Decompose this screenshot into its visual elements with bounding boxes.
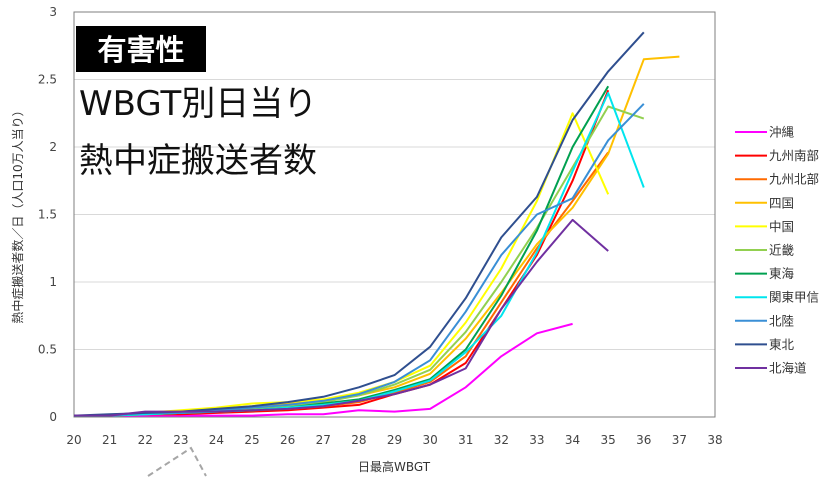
legend-label: 関東甲信	[769, 290, 819, 305]
y-tick-label: 1.5	[38, 208, 57, 222]
y-tick-label: 2.5	[38, 73, 57, 87]
legend-item: 東海	[735, 266, 795, 281]
series-line	[74, 151, 610, 417]
legend-label: 東北	[769, 337, 795, 352]
legend-label: 九州北部	[769, 172, 819, 187]
y-tick-labels: 0 0.5 1 1.5 2 2.5 3	[38, 5, 57, 424]
x-tick-label: 26	[280, 433, 295, 447]
x-axis-label: 日最高WBGT	[358, 459, 431, 474]
plot-frame	[73, 11, 716, 418]
x-tick-label: 32	[494, 433, 509, 447]
y-tick-label: 0.5	[38, 343, 57, 357]
badge-background	[76, 26, 206, 72]
legend-label: 中国	[769, 219, 794, 234]
series-line	[74, 89, 610, 417]
x-tick-label: 30	[422, 433, 437, 447]
legend-label: 九州南部	[769, 148, 819, 163]
series-lines	[73, 31, 680, 417]
x-tick-label: 29	[387, 433, 402, 447]
legend-item: 関東甲信	[735, 290, 819, 305]
gridlines	[74, 11, 715, 418]
x-tick-label: 33	[529, 433, 544, 447]
legend-label: 四国	[769, 195, 794, 210]
series-line	[74, 322, 573, 417]
legend-label: 北海道	[769, 361, 807, 376]
legend-label: 沖縄	[769, 125, 795, 140]
x-tick-label: 31	[458, 433, 473, 447]
legend-label: 東海	[769, 266, 795, 281]
y-tick-label: 1	[49, 275, 57, 289]
x-tick-label: 23	[173, 433, 188, 447]
series-line	[74, 218, 609, 417]
y-tick-label: 2	[49, 140, 57, 154]
x-tick-label: 21	[102, 433, 117, 447]
legend-item: 東北	[735, 337, 795, 352]
x-tick-label: 22	[138, 433, 153, 447]
x-tick-label: 34	[565, 433, 580, 447]
x-tick-label: 24	[209, 433, 224, 447]
chart-title-line-1: WBGT別日当り	[79, 84, 317, 124]
legend-label: 近畿	[769, 243, 795, 258]
legend-item: 四国	[735, 195, 794, 210]
y-axis-label: 熱中症搬送者数／日（人口10万人当り）	[10, 104, 25, 323]
legend-label: 北陸	[769, 313, 794, 328]
x-tick-label: 37	[672, 433, 687, 447]
x-tick-labels: 20 21 22 23 24 25 26 27 28 29 30 31 32 33 34 35 36 37 38	[66, 433, 722, 447]
y-tick-label: 0	[49, 410, 57, 424]
x-tick-label: 20	[66, 433, 81, 447]
y-tick-label: 3	[49, 5, 57, 19]
series-line	[74, 85, 610, 417]
decorative-dashed-arrow	[147, 446, 207, 477]
legend-item: 九州南部	[735, 148, 819, 163]
badge-label: 有害性	[97, 33, 184, 67]
chart-title-line-2: 熱中症搬送者数	[79, 141, 317, 181]
x-tick-label: 27	[316, 433, 331, 447]
legend-item: 北陸	[735, 313, 794, 328]
x-tick-label: 36	[636, 433, 651, 447]
legend-item: 九州北部	[735, 172, 819, 187]
legend-item: 中国	[735, 219, 794, 234]
legend-item: 近畿	[735, 243, 795, 258]
legend-item: 北海道	[735, 361, 807, 376]
x-tick-label: 28	[351, 433, 366, 447]
x-tick-label: 38	[707, 433, 722, 447]
x-tick-label: 35	[601, 433, 616, 447]
x-tick-label: 25	[244, 433, 259, 447]
legend-item: 沖縄	[735, 125, 795, 140]
